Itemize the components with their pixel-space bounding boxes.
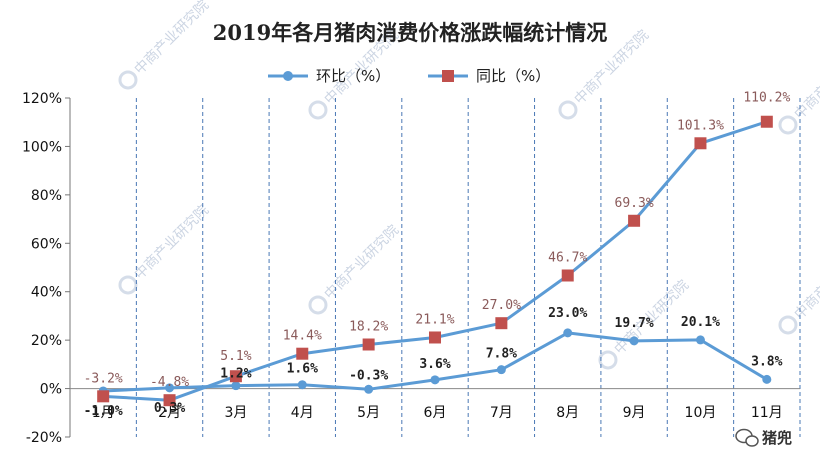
legend-label-mom: 环比（%） [316, 67, 390, 85]
point-yoy [163, 394, 176, 407]
data-label-mom: 20.1% [681, 315, 720, 330]
point-yoy [561, 269, 574, 282]
point-mom [430, 375, 440, 385]
point-yoy [362, 338, 375, 351]
data-label-yoy: 27.0% [482, 298, 521, 313]
y-tick-label: 0% [40, 382, 62, 398]
point-yoy [495, 317, 508, 330]
x-tick-label: 1月 [92, 405, 115, 421]
watermark-0: 中商产业研究院 [118, 0, 213, 90]
watermark-logo-icon [558, 100, 578, 120]
watermark-logo-icon [598, 350, 618, 370]
watermark-7: 中商产业研究院 [778, 242, 820, 335]
axes: -20% 0% 20% 40% 60% 80% 100% 120% 1月 2月 3月 4月 5月 6月 7月… [22, 91, 800, 446]
point-yoy [296, 347, 309, 360]
markers [97, 115, 773, 407]
point-mom [563, 328, 573, 338]
data-label-yoy: 14.4% [283, 329, 322, 344]
x-tick-label: 8月 [556, 405, 579, 421]
watermark-1: 中商产业研究院 [118, 202, 213, 295]
watermark-logo-icon [118, 70, 138, 90]
grid [135, 98, 801, 437]
point-yoy [229, 370, 242, 383]
point-yoy [429, 331, 441, 344]
watermark-text: 中商产业研究院 [132, 0, 213, 78]
x-tick-label: 2月 [158, 405, 181, 421]
legend: 环比（%） 同比（%） [268, 67, 550, 85]
point-mom [629, 336, 639, 346]
watermark-logo-icon [118, 275, 138, 295]
wechat-badge: 猪兜 [735, 428, 792, 447]
x-tick-label: 4月 [291, 405, 314, 421]
point-mom [231, 381, 241, 391]
data-label-mom: 1.2% [220, 367, 251, 382]
point-yoy [694, 137, 707, 150]
data-label-yoy: 21.1% [415, 312, 454, 327]
y-tick-label: 100% [22, 139, 62, 155]
data-label-mom: 19.7% [615, 316, 654, 331]
watermark-logo-icon [778, 115, 798, 135]
data-label-mom: 3.6% [419, 357, 450, 372]
wechat-icon [735, 428, 759, 447]
legend-marker-yoy [442, 70, 454, 82]
chart-title: 2019年各月猪肉消费价格涨跌幅统计情况 [213, 20, 607, 45]
point-yoy [760, 115, 773, 128]
data-label-mom: 3.8% [751, 354, 782, 369]
y-tick-label: 40% [31, 285, 62, 301]
data-label-yoy: 101.3% [677, 118, 724, 133]
point-mom [762, 374, 772, 384]
point-mom [695, 335, 705, 345]
point-mom [496, 365, 506, 375]
point-yoy [97, 390, 110, 403]
x-tick-label: 9月 [623, 405, 646, 421]
watermark-text: 中商产业研究院 [132, 202, 213, 283]
legend-marker-mom [283, 71, 293, 81]
data-label-mom: 1.6% [287, 362, 318, 377]
y-tick-label: 120% [22, 91, 62, 107]
data-label-yoy: 110.2% [743, 91, 790, 106]
data-label-yoy: -4.8% [150, 375, 189, 390]
watermark-logo-icon [308, 100, 328, 120]
y-tick-label: -20% [26, 430, 62, 446]
y-tick-label: 80% [31, 188, 62, 204]
x-tick-label: 3月 [224, 405, 247, 421]
watermark-logo-icon [778, 315, 798, 335]
x-tick-label: 10月 [685, 405, 717, 421]
legend-label-yoy: 同比（%） [476, 67, 550, 85]
watermark-3: 中商产业研究院 [308, 222, 403, 315]
data-label-mom: 23.0% [548, 306, 587, 321]
data-label-yoy: 5.1% [220, 349, 251, 364]
data-labels: -1.0% 0.3% 1.2% 1.6% -0.3% 3.6% 7.8% 23.0% 19.7%… [84, 91, 791, 419]
y-tick-label: 20% [31, 333, 62, 349]
badge-text: 猪兜 [761, 429, 792, 447]
data-label-mom: -0.3% [349, 368, 388, 383]
watermark-logo-icon [308, 295, 328, 315]
data-label-yoy: 46.7% [548, 250, 587, 265]
point-yoy [628, 214, 641, 227]
x-tick-label: 6月 [424, 405, 447, 421]
data-label-yoy: -3.2% [84, 371, 123, 386]
data-label-mom: 7.8% [486, 347, 517, 362]
watermark-text: 中商产业研究院 [792, 242, 820, 323]
data-label-mom: -1.0% [84, 404, 123, 419]
point-mom [165, 383, 175, 393]
watermark-text: 中商产业研究院 [322, 222, 403, 303]
point-mom [297, 380, 307, 390]
x-tick-label: 7月 [490, 405, 513, 421]
y-tick-label: 60% [31, 236, 62, 252]
data-label-mom: 0.3% [154, 401, 185, 416]
data-label-yoy: 69.3% [615, 196, 654, 211]
x-tick-label: 5月 [357, 405, 380, 421]
data-label-yoy: 18.2% [349, 320, 388, 335]
x-tick-label: 11月 [751, 405, 783, 421]
point-mom [364, 384, 374, 394]
watermark-text: 中商产业研究院 [792, 42, 820, 123]
watermark-6: 中商产业研究院 [778, 42, 820, 135]
